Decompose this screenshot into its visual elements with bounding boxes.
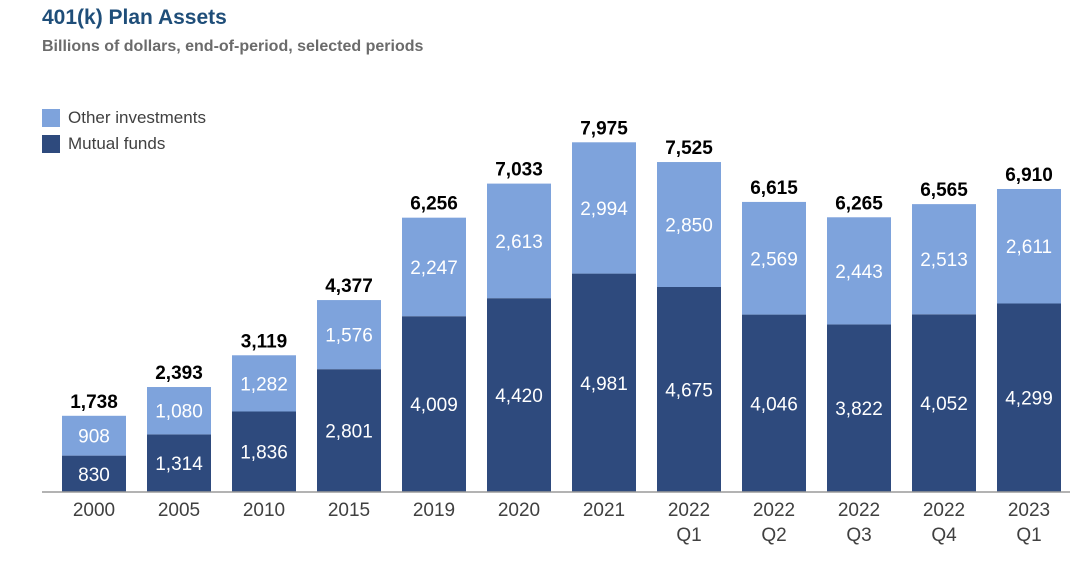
bar-other-investments-7 [657,162,721,288]
x-tick-label-8-line2: Q2 [761,525,786,546]
total-label-6: 7,975 [580,118,628,139]
x-tick-label-4: 2019 [413,500,455,521]
data-label-other-investments-11: 2,611 [1006,237,1052,258]
x-tick-label-8: 2022 [753,500,795,521]
x-tick-label-6: 2021 [583,500,625,521]
x-tick-label-9: 2022 [838,500,880,521]
chart-title: 401(k) Plan Assets [42,6,227,29]
data-label-mutual-funds-6: 4,981 [580,374,628,395]
data-label-mutual-funds-0: 830 [78,465,110,486]
bar-mutual-funds-9 [827,324,891,492]
x-tick-label-7-line2: Q1 [676,525,701,546]
legend-swatch-other-investments [42,109,60,127]
bar-mutual-funds-8 [742,314,806,492]
data-label-other-investments-2: 1,282 [240,374,288,395]
x-tick-label-0: 2000 [73,500,115,521]
total-label-0: 1,738 [70,392,118,413]
bar-mutual-funds-0 [62,455,126,492]
bar-mutual-funds-1 [147,434,211,492]
x-tick-label-1: 2005 [158,500,200,521]
data-label-mutual-funds-3: 2,801 [325,422,373,443]
data-label-other-investments-8: 2,569 [750,249,798,270]
bar-other-investments-4 [402,217,466,317]
x-tick-label-9-line2: Q3 [846,525,871,546]
bar-mutual-funds-3 [317,369,381,492]
bar-mutual-funds-2 [232,411,296,492]
data-label-mutual-funds-9: 3,822 [835,399,883,420]
data-label-mutual-funds-11: 4,299 [1005,389,1053,410]
total-label-11: 6,910 [1005,165,1053,186]
chart-legend: Other investments Mutual funds [42,105,206,157]
total-label-10: 6,565 [920,180,968,201]
x-tick-label-2: 2010 [243,500,285,521]
total-label-5: 7,033 [495,160,543,181]
bar-other-investments-1 [147,387,211,435]
data-label-mutual-funds-4: 4,009 [410,395,458,416]
bar-other-investments-0 [62,415,126,456]
data-label-mutual-funds-2: 1,836 [240,443,288,464]
x-tick-label-11: 2023 [1008,500,1050,521]
data-label-mutual-funds-5: 4,420 [495,386,543,407]
total-label-3: 4,377 [325,276,373,297]
chart-subtitle: Billions of dollars, end-of-period, sele… [42,38,424,55]
data-label-other-investments-10: 2,513 [920,250,968,271]
data-label-other-investments-4: 2,247 [410,258,458,279]
data-label-mutual-funds-10: 4,052 [920,394,968,415]
x-tick-label-7: 2022 [668,500,710,521]
x-tick-label-11-line2: Q1 [1016,525,1041,546]
bar-mutual-funds-10 [912,314,976,492]
bar-mutual-funds-11 [997,303,1061,492]
data-label-other-investments-3: 1,576 [325,326,373,347]
data-label-other-investments-0: 908 [78,427,110,448]
bar-mutual-funds-7 [657,287,721,492]
bar-other-investments-8 [742,201,806,315]
bar-mutual-funds-4 [402,316,466,492]
data-label-other-investments-5: 2,613 [495,232,543,253]
legend-item-mutual-funds: Mutual funds [42,131,206,157]
legend-label-mutual-funds: Mutual funds [68,134,166,153]
data-label-mutual-funds-1: 1,314 [155,454,203,475]
x-tick-label-10: 2022 [923,500,965,521]
data-label-other-investments-1: 1,080 [155,402,203,423]
total-label-1: 2,393 [155,363,203,384]
legend-label-other-investments: Other investments [68,108,206,127]
total-label-8: 6,615 [750,178,798,199]
total-label-7: 7,525 [665,138,713,159]
x-tick-label-5: 2020 [498,500,540,521]
x-tick-label-10-line2: Q4 [931,525,957,546]
bar-other-investments-3 [317,300,381,370]
data-label-mutual-funds-8: 4,046 [750,394,798,415]
bar-other-investments-10 [912,204,976,315]
data-label-other-investments-9: 2,443 [835,262,883,283]
data-label-mutual-funds-7: 4,675 [665,381,713,402]
x-tick-label-3: 2015 [328,500,370,521]
data-label-other-investments-6: 2,994 [580,199,628,220]
total-label-9: 6,265 [835,193,883,214]
bar-other-investments-9 [827,217,891,325]
bar-other-investments-11 [997,188,1061,304]
bar-mutual-funds-5 [487,298,551,492]
bar-other-investments-2 [232,355,296,412]
bar-other-investments-5 [487,183,551,299]
total-label-4: 6,256 [410,194,458,215]
total-label-2: 3,119 [241,331,288,352]
legend-swatch-mutual-funds [42,135,60,153]
bar-mutual-funds-6 [572,273,636,492]
legend-item-other-investments: Other investments [42,105,206,131]
data-label-other-investments-7: 2,850 [665,216,713,237]
bar-other-investments-6 [572,142,636,274]
